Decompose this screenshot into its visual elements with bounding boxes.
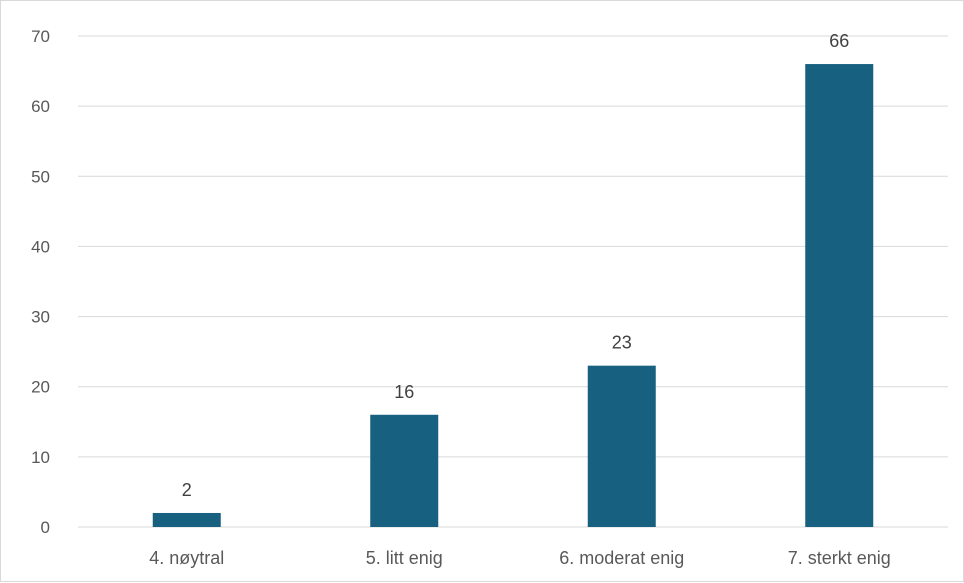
- x-category-label: 4. nøytral: [149, 548, 224, 568]
- y-tick-label: 30: [31, 308, 50, 327]
- data-label: 16: [394, 382, 414, 402]
- y-tick-label: 60: [31, 97, 50, 116]
- y-tick-label: 20: [31, 378, 50, 397]
- bar: [153, 513, 221, 527]
- y-tick-label: 10: [31, 448, 50, 467]
- y-tick-label: 70: [31, 27, 50, 46]
- y-tick-label: 50: [31, 167, 50, 186]
- y-tick-label: 0: [41, 518, 50, 537]
- bar: [370, 415, 438, 527]
- bar: [805, 64, 873, 527]
- x-category-label: 5. litt enig: [366, 548, 443, 568]
- bar: [588, 366, 656, 527]
- x-category-label: 6. moderat enig: [559, 548, 684, 568]
- y-tick-label: 40: [31, 237, 50, 256]
- data-label: 23: [612, 333, 632, 353]
- data-label: 66: [829, 31, 849, 51]
- x-category-label: 7. sterkt enig: [788, 548, 891, 568]
- data-label: 2: [182, 480, 192, 500]
